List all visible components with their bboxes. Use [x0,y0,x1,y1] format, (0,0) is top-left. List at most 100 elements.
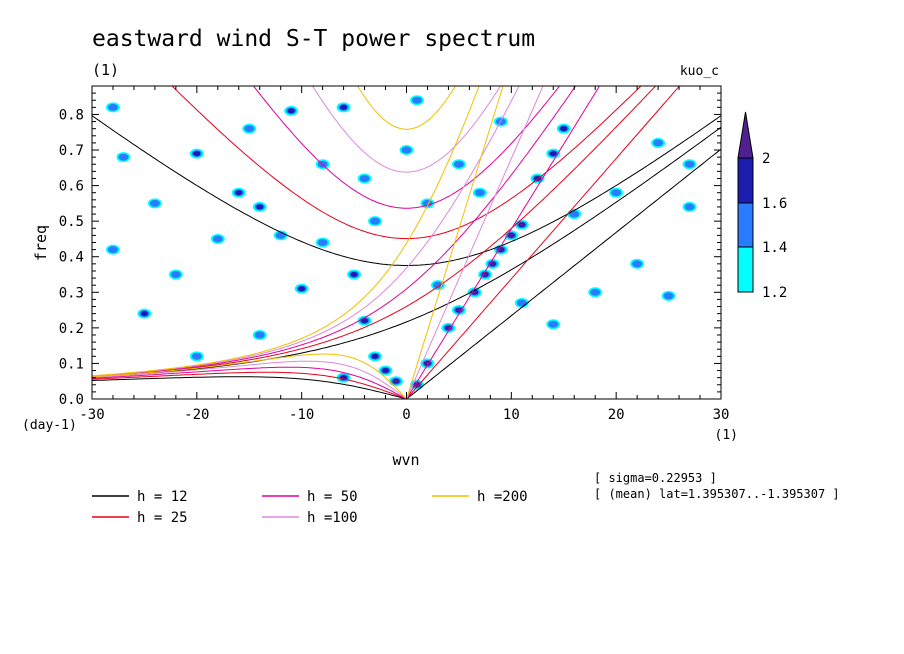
spectral-peak [556,123,571,134]
x-tick-label: -30 [79,407,104,423]
inertia-gravity-curve [311,86,502,173]
spectral-peak [368,216,383,227]
mrg-curve [92,86,520,377]
spectral-peak [630,258,645,269]
spectral-peak [399,145,414,156]
legend-label: h = 25 [137,510,188,526]
x-tick-label: 20 [608,407,625,423]
y-tick-label: 0.7 [59,143,84,159]
sigma-info: [ sigma=0.22953 ] [594,471,717,485]
spectral-peak [242,123,257,134]
mrg-curve [92,86,657,378]
chart-subtitle: (1) [92,61,119,79]
spectral-peak [189,351,204,362]
spectral-peak [368,351,383,362]
spectral-peak [294,283,309,294]
spectral-peak [189,148,204,159]
spectral-peak [252,201,267,212]
kelvin-curve [406,86,504,399]
inertia-gravity-curve [92,115,721,266]
spectral-peak [682,201,697,212]
spectral-peak [347,269,362,280]
lat-info: [ (mean) lat=1.395307..-1.395307 ] [594,487,840,501]
rossby-curve [92,366,407,399]
rossby-curve [92,371,407,399]
mrg-curve [92,126,721,378]
spectral-peak [430,280,445,291]
x-tick-label: 0 [402,407,410,423]
kelvin-curve [406,86,601,399]
spectral-peak [315,237,330,248]
legend-label: h = 50 [307,489,358,505]
colorbar-band [737,246,754,293]
spectral-peak [147,198,162,209]
y-axis-label: freq [32,225,50,261]
spectral-peak [504,230,519,241]
spectral-peak [472,187,487,198]
y-tick-label: 0.1 [59,356,84,372]
spectral-peaks [105,95,697,390]
rossby-curve [92,353,407,399]
chart-title: eastward wind S-T power spectrum [92,26,535,52]
colorbar-label: 1.4 [762,240,787,256]
spectral-peak [378,365,393,376]
y-tick-label: 0.3 [59,285,84,301]
run-label: kuo_c [680,64,719,79]
y-tick-label: 0.8 [59,107,84,123]
spectral-peak [651,137,666,148]
spectral-peak [514,297,529,308]
x-tick-label: -20 [184,407,209,423]
spectral-peak [609,187,624,198]
kelvin-curve [406,148,721,399]
spectral-peak [389,376,404,387]
spectral-peak [514,219,529,230]
spectral-peak [420,358,435,369]
x-tick-label: 30 [713,407,730,423]
spectral-peak [105,244,120,255]
y-tick-label: 0.4 [59,250,84,266]
x-tick-label: 10 [503,407,520,423]
colorbar-label: 1.6 [762,196,787,212]
x-axis: -30 -20 -10 0 10 20 30 [79,86,729,423]
kelvin-curve [406,86,681,399]
spectral-peak [284,105,299,116]
legend: h = 12 h = 25 h = 50 h =100 h =200 [92,489,528,526]
colorbar-band [737,157,754,204]
legend-label: h =100 [307,510,358,526]
spectral-peak [210,233,225,244]
y-tick-label: 0.0 [59,392,84,408]
inertia-gravity-curve [357,86,456,130]
spectral-peak [661,290,676,301]
rossby-curve [92,376,407,399]
spectral-peak [252,329,267,340]
kelvin-curve [406,86,544,399]
spectral-peak [105,102,120,113]
spectral-peak [409,95,424,106]
legend-label: h = 12 [137,489,188,505]
y-tick-label: 0.5 [59,214,84,230]
colorbar-extend-arrow [737,111,754,159]
spectral-peak [336,102,351,113]
spectral-peak [168,269,183,280]
colorbar-label: 1.2 [762,285,787,301]
inertia-gravity-curve [252,86,561,209]
legend-label: h =200 [477,489,528,505]
colorbar-band [737,202,754,248]
x-axis-label: wvn [392,451,419,469]
y-tick-label: 0.2 [59,321,84,337]
spectral-peak [441,322,456,333]
y-axis-unit: (day-1) [22,418,77,433]
inertia-gravity-curve [171,86,642,240]
mrg-curve [92,86,577,377]
spectral-peak [357,173,372,184]
spectral-peak [682,159,697,170]
x-tick-label: -10 [289,407,314,423]
colorbar-label: 2 [762,151,770,167]
y-axis: 0.0 0.1 0.2 0.3 0.4 0.5 0.6 0.7 0.8 [59,85,721,408]
mrg-curve [92,86,480,377]
dispersion-curves [92,86,721,399]
spectral-peak [588,287,603,298]
x-axis-unit: (1) [715,428,738,443]
rossby-curve [92,360,407,399]
